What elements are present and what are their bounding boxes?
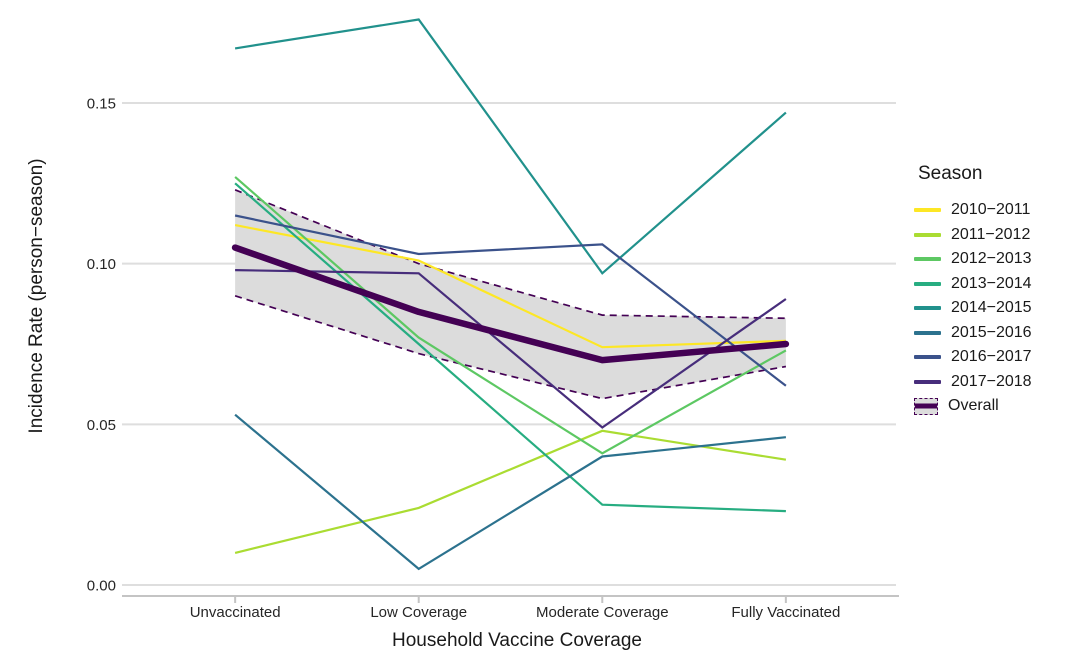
legend-item-label: 2016−2017 bbox=[951, 348, 1032, 366]
legend-swatch-icon bbox=[914, 208, 941, 213]
x-tick-label-unvaccinated: Unvaccinated bbox=[190, 604, 281, 621]
overall-confidence-ribbon bbox=[235, 189, 786, 399]
series-line-2015-2016 bbox=[234, 413, 787, 571]
x-tick-label-moderate-coverage: Moderate Coverage bbox=[536, 604, 669, 621]
legend-swatch-overall-icon bbox=[914, 397, 938, 415]
legend-swatch-icon bbox=[914, 330, 941, 335]
legend-item-2014-2015: 2014−2015 bbox=[914, 296, 1074, 321]
ribbon-upper-dashed-edge bbox=[234, 189, 786, 320]
y-tick-label-0.15: 0.15 bbox=[87, 96, 116, 113]
legend-item-2016-2017: 2016−2017 bbox=[914, 345, 1074, 370]
x-axis-title: Household Vaccine Coverage bbox=[392, 630, 642, 651]
legend-item-2010-2011: 2010−2011 bbox=[914, 198, 1074, 223]
legend-item-2012-2013: 2012−2013 bbox=[914, 247, 1074, 272]
series-line-2011-2012 bbox=[234, 429, 787, 554]
legend-swatch-icon bbox=[914, 257, 941, 262]
legend-item-label: 2013−2014 bbox=[951, 274, 1032, 292]
legend-overall-line-icon bbox=[915, 403, 937, 409]
legend-swatch-icon bbox=[914, 232, 941, 237]
y-tick-label-0.05: 0.05 bbox=[87, 417, 116, 434]
legend-item-label: 2010−2011 bbox=[951, 201, 1031, 219]
y-tick-label-0.10: 0.10 bbox=[87, 256, 116, 273]
legend-item-label: 2012−2013 bbox=[951, 250, 1032, 268]
x-tick-label-low-coverage: Low Coverage bbox=[370, 604, 467, 621]
overall-line bbox=[231, 244, 790, 364]
legend-item-2017-2018: 2017−2018 bbox=[914, 370, 1074, 395]
legend: Season 2010−2011 2011−2012 2012−2013 2013−2… bbox=[914, 163, 1074, 419]
series-line-2016-2017 bbox=[234, 214, 787, 387]
legend-item-label: 2011−2012 bbox=[951, 225, 1031, 243]
legend-item-2011-2012: 2011−2012 bbox=[914, 223, 1074, 248]
series-line-2012-2013 bbox=[234, 176, 787, 455]
legend-item-label: 2015−2016 bbox=[951, 323, 1032, 341]
legend-items: 2010−2011 2011−2012 2012−2013 2013−2014 2014… bbox=[914, 198, 1074, 419]
legend-item-2015-2016: 2015−2016 bbox=[914, 321, 1074, 346]
y-axis-title: Incidence Rate (person−season) bbox=[26, 158, 47, 434]
legend-swatch-icon bbox=[914, 306, 941, 311]
series-line-2013-2014 bbox=[234, 182, 786, 513]
legend-item-overall: Overall bbox=[914, 394, 1074, 419]
legend-item-2013-2014: 2013−2014 bbox=[914, 272, 1074, 297]
legend-swatch-icon bbox=[914, 281, 941, 286]
y-tick-label-0.00: 0.00 bbox=[87, 578, 116, 595]
series-line-2010-2011 bbox=[234, 224, 786, 349]
ribbon-lower-dashed-edge bbox=[234, 294, 787, 400]
legend-item-label: 2017−2018 bbox=[951, 372, 1032, 390]
legend-swatch-icon bbox=[914, 379, 941, 384]
legend-swatch-icon bbox=[914, 355, 941, 360]
series-line-2014-2015 bbox=[234, 18, 787, 275]
series-line-2017-2018 bbox=[235, 269, 787, 429]
legend-item-label: Overall bbox=[948, 397, 999, 415]
legend-title: Season bbox=[918, 163, 983, 184]
legend-item-label: 2014−2015 bbox=[951, 299, 1032, 317]
x-tick-label-fully-vaccinated: Fully Vaccinated bbox=[731, 604, 840, 621]
